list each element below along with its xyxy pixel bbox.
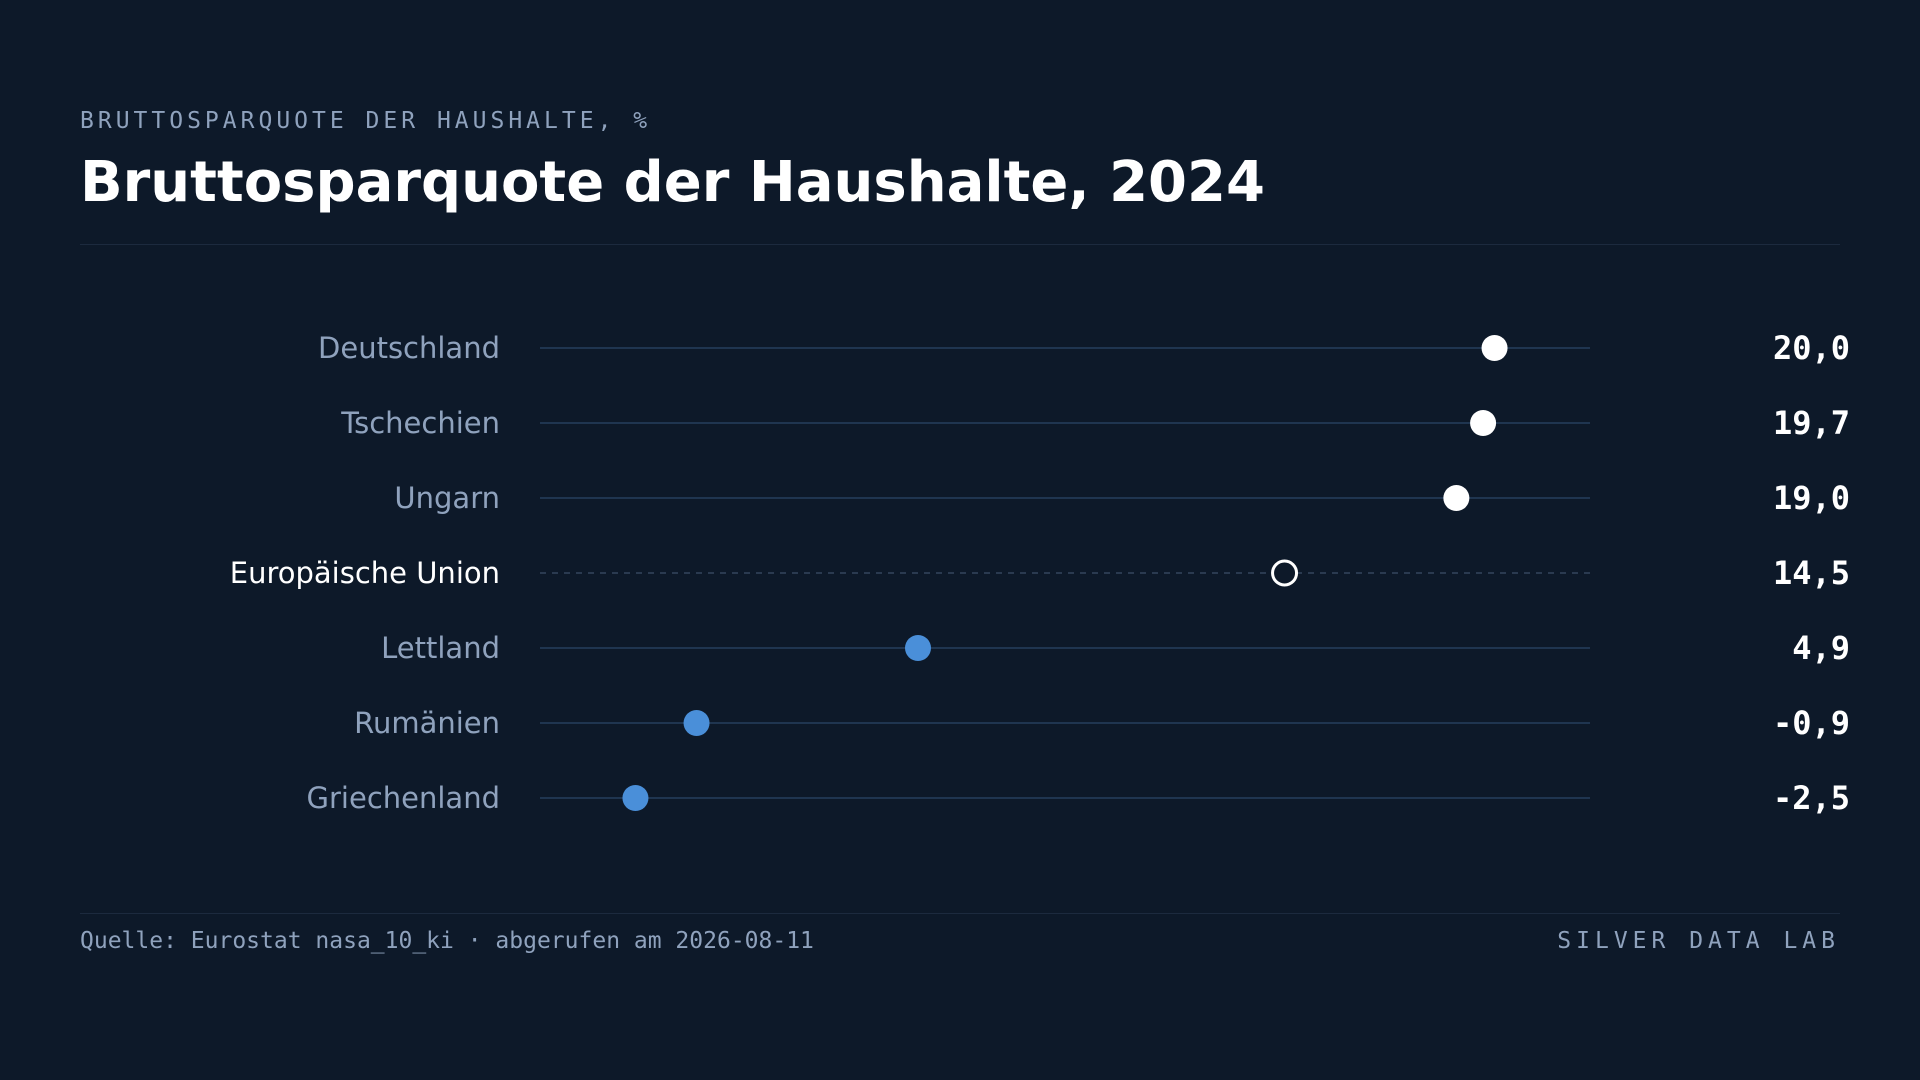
data-point bbox=[1470, 410, 1497, 436]
data-point bbox=[683, 710, 710, 736]
value-label: 19,7 bbox=[1773, 404, 1850, 442]
value-label: -0,9 bbox=[1773, 704, 1850, 742]
value-label: 20,0 bbox=[1773, 329, 1850, 367]
brand-label: SILVER DATA LAB bbox=[1557, 928, 1840, 954]
footer-divider bbox=[80, 913, 1840, 914]
data-point bbox=[1481, 335, 1508, 361]
category-label: Griechenland bbox=[307, 781, 500, 815]
value-label: 19,0 bbox=[1773, 479, 1850, 517]
value-label: -2,5 bbox=[1773, 779, 1850, 817]
data-point bbox=[1443, 485, 1470, 511]
data-point bbox=[1271, 559, 1299, 587]
data-point bbox=[622, 785, 649, 811]
category-label: Rumänien bbox=[354, 706, 500, 740]
source-note: Quelle: Eurostat nasa_10_ki · abgerufen … bbox=[80, 928, 814, 954]
chart-eyebrow: BRUTTOSPARQUOTE DER HAUSHALTE, % bbox=[80, 108, 652, 134]
category-label: Tschechien bbox=[340, 406, 500, 440]
chart-title: Bruttosparquote der Haushalte, 2024 bbox=[80, 150, 1265, 215]
category-label: Deutschland bbox=[318, 331, 500, 365]
header-divider bbox=[80, 244, 1840, 245]
category-label: Lettland bbox=[381, 631, 500, 665]
category-label: Europäische Union bbox=[230, 556, 500, 590]
value-label: 14,5 bbox=[1773, 554, 1850, 592]
data-point bbox=[905, 635, 931, 661]
category-label: Ungarn bbox=[394, 481, 500, 515]
value-label: 4,9 bbox=[1792, 629, 1850, 667]
